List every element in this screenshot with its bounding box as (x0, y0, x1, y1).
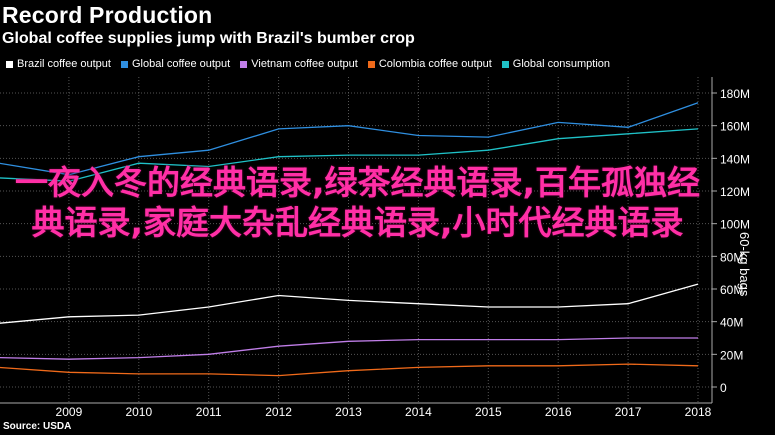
x-tick-label: 2009 (56, 405, 83, 419)
legend-swatch-colombia (367, 60, 375, 68)
x-tick-label: 2010 (125, 405, 152, 419)
x-tick-label: 2012 (265, 405, 292, 419)
legend-label-vietnam: Vietnam coffee output (251, 58, 358, 70)
y-axis-label: 60-kg bags (737, 232, 752, 297)
legend-item-vietnam: Vietnam coffee output (240, 58, 358, 70)
series-line-1 (0, 102, 699, 176)
chart-subtitle: Global coffee supplies jump with Brazil'… (2, 30, 415, 47)
series-line-3 (0, 363, 699, 377)
y-tick-label: 180M (720, 87, 750, 101)
x-tick-label: 2011 (196, 405, 222, 419)
y-tick-label: 20M (720, 348, 743, 362)
legend-item-global-output: Global coffee output (120, 58, 231, 70)
legend-item-consumption: Global consumption (501, 58, 611, 70)
legend-swatch-global-output (120, 60, 128, 68)
series-line-2 (0, 337, 698, 360)
y-tick-label: 140M (720, 152, 750, 166)
series-line-4 (0, 128, 699, 182)
series-line-0 (0, 283, 699, 324)
legend-swatch-brazil (6, 60, 13, 68)
legend-item-colombia: Colombia coffee output (367, 58, 492, 70)
legend-swatch-vietnam (240, 60, 248, 68)
legend-label-colombia: Colombia coffee output (378, 58, 492, 70)
y-tick-label: 160M (720, 120, 750, 134)
y-tick-label: 40M (720, 316, 743, 330)
legend: Brazil coffee output Global coffee outpu… (6, 58, 610, 70)
legend-label-global-output: Global coffee output (131, 58, 231, 70)
overlay-text: 一夜入冬的经典语录,绿茶经典语录,百年孤独经典语录,家庭大杂乱经典语录,小时代经… (14, 163, 701, 242)
y-tick-label: 60M (720, 283, 743, 297)
source-note: Source: USDA (3, 421, 72, 432)
legend-swatch-consumption (501, 60, 509, 68)
x-tick-label: 2013 (335, 405, 362, 419)
x-tick-label: 2016 (545, 405, 572, 419)
y-tick-label: 80M (720, 250, 743, 264)
y-tick-label: 100M (720, 218, 750, 232)
legend-label-brazil: Brazil coffee output (17, 58, 111, 70)
legend-item-brazil: Brazil coffee output (6, 58, 111, 70)
x-tick-label: 2018 (685, 405, 712, 419)
chart-title: Record Production (2, 2, 213, 28)
legend-label-consumption: Global consumption (512, 58, 611, 70)
x-tick-label: 2017 (615, 405, 642, 419)
y-tick-label: 120M (720, 185, 750, 199)
x-tick-label: 2014 (405, 405, 432, 419)
x-tick-label: 2015 (475, 405, 502, 419)
y-tick-label: 0 (720, 381, 727, 395)
